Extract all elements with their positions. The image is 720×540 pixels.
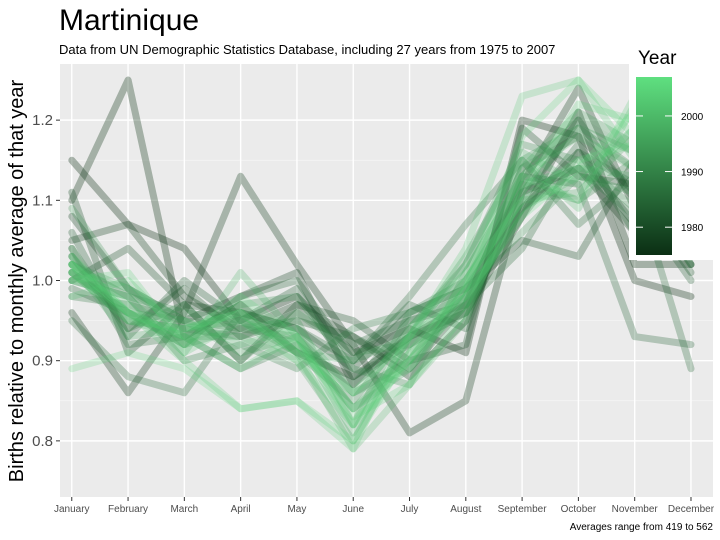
y-tick-label: 0.8 (32, 433, 53, 450)
series-line (68, 132, 695, 453)
series-line (68, 172, 695, 365)
legend-tick-label: 2000 (681, 112, 704, 123)
series-line (68, 116, 695, 389)
series-line (68, 140, 695, 429)
series-line (68, 140, 695, 405)
series-line (68, 124, 695, 437)
series-line (68, 148, 695, 389)
series-line (68, 124, 695, 413)
series-line (68, 132, 695, 445)
series-line (68, 132, 695, 373)
y-tick-label: 0.9 (32, 353, 53, 370)
series-line (68, 164, 695, 413)
legend-tick-label: 1990 (681, 168, 704, 179)
x-axis-ticks: January February March April May June July Augu… (54, 497, 715, 515)
series-line (68, 156, 695, 365)
series-line (68, 156, 695, 373)
x-tick-label: June (342, 504, 364, 515)
series-line (68, 116, 695, 381)
x-tick-label: January (54, 504, 90, 515)
series-lines (68, 76, 695, 453)
series-line (68, 108, 695, 413)
legend-title: Year (638, 48, 677, 69)
series-line (68, 92, 695, 453)
x-tick-label: July (401, 504, 419, 515)
legend-ticks: 1980 1990 2000 (636, 112, 704, 234)
series-line (68, 140, 695, 389)
series-line (68, 124, 695, 373)
x-tick-label: December (668, 504, 715, 515)
series-line (68, 164, 695, 397)
series-line (68, 76, 695, 429)
chart-caption: Averages range from 419 to 562 (570, 522, 714, 533)
major-gridlines (60, 64, 713, 497)
x-tick-label: May (287, 504, 306, 515)
x-tick-label: November (612, 504, 659, 515)
y-tick-label: 1.2 (32, 112, 53, 129)
series-line (68, 76, 695, 445)
x-tick-label: March (170, 504, 198, 515)
legend-tick-label: 1980 (681, 223, 704, 234)
series-line (68, 108, 695, 397)
x-tick-label: September (498, 504, 548, 515)
x-tick-label: October (561, 504, 597, 515)
series-line (68, 100, 695, 421)
y-tick-label: 1.0 (32, 273, 53, 290)
series-line (68, 84, 695, 381)
y-axis-label: Births relative to monthly average of th… (6, 79, 28, 482)
x-tick-label: February (108, 504, 148, 515)
series-line (68, 124, 695, 365)
year-legend: Year 1980 1990 2000 (629, 43, 720, 260)
x-tick-label: August (450, 504, 481, 515)
series-line (68, 116, 695, 357)
series-line (68, 156, 695, 397)
minor-gridlines (60, 159, 713, 402)
series-line (68, 172, 695, 429)
series-line (68, 148, 695, 373)
series-line (68, 164, 695, 437)
y-axis-ticks: 0.8 0.9 1.0 1.1 1.2 (32, 112, 60, 450)
x-tick-label: April (231, 504, 251, 515)
series-line (68, 76, 695, 381)
y-tick-label: 1.1 (32, 192, 53, 209)
legend-colorbar (636, 77, 672, 255)
chart-subtitle: Data from UN Demographic Statistics Data… (59, 42, 555, 57)
series-line (68, 124, 695, 365)
series-line (68, 100, 695, 397)
chart-title: Martinique (59, 4, 199, 37)
